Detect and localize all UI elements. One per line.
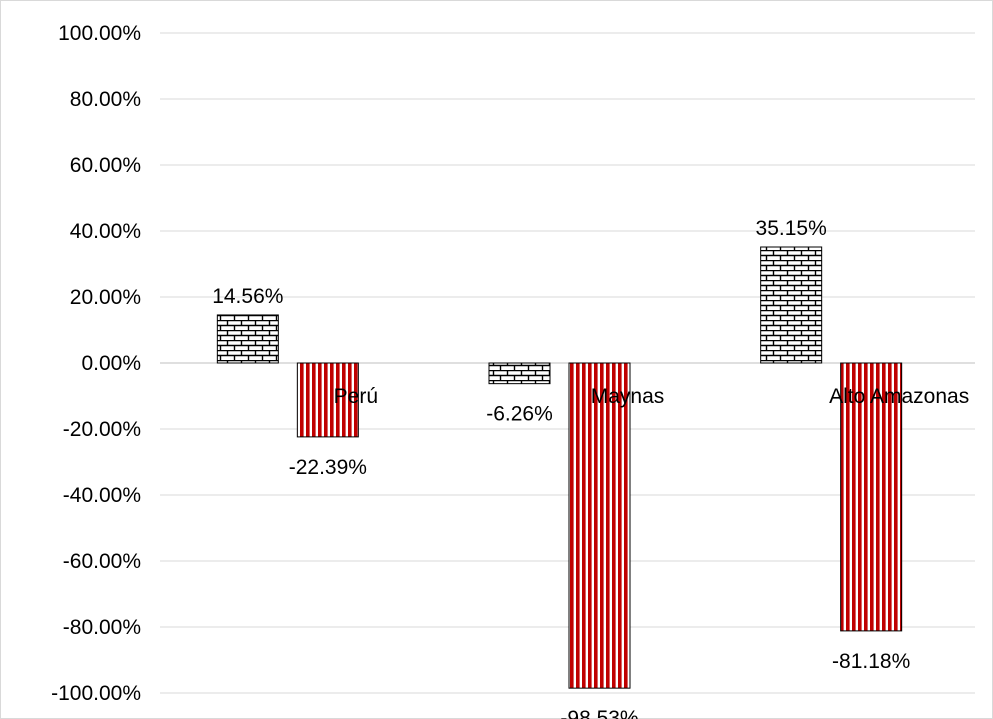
data-label: -81.18% [832,650,910,673]
bar [216,314,279,364]
y-tick-label: 40.00% [70,220,141,243]
y-tick-label: 60.00% [70,154,141,177]
data-label: 35.15% [756,217,827,240]
category-label: Perú [334,385,378,408]
bar [760,246,823,364]
y-tick-label: -20.00% [63,418,141,441]
data-label: 14.56% [212,285,283,308]
y-tick-label: -60.00% [63,550,141,573]
bars [216,246,903,689]
category-labels: Perú Maynas Alto Amazonas [334,385,970,408]
y-tick-label: 80.00% [70,88,141,111]
y-tick-label: 100.00% [58,22,141,45]
data-label: -98.53% [560,707,638,719]
category-label: Maynas [591,385,665,408]
y-tick-label: -100.00% [51,682,141,705]
bar [296,362,359,438]
y-tick-label: 0.00% [81,352,141,375]
bar [488,362,551,385]
gridlines [160,32,975,694]
data-labels: 14.56% -22.39% -6.26% -98.53% 35.15% -81.18% [212,217,910,719]
y-tick-label: -40.00% [63,484,141,507]
y-tick-label: 20.00% [70,286,141,309]
bar [840,362,903,632]
bar [568,362,631,689]
data-label: -6.26% [486,403,553,426]
y-tick-label: -80.00% [63,616,141,639]
data-label: -22.39% [289,456,367,479]
y-axis-tick-labels: 100.00% 80.00% 60.00% 40.00% 20.00% 0.00% -20.… [51,22,141,705]
category-label: Alto Amazonas [829,385,969,408]
